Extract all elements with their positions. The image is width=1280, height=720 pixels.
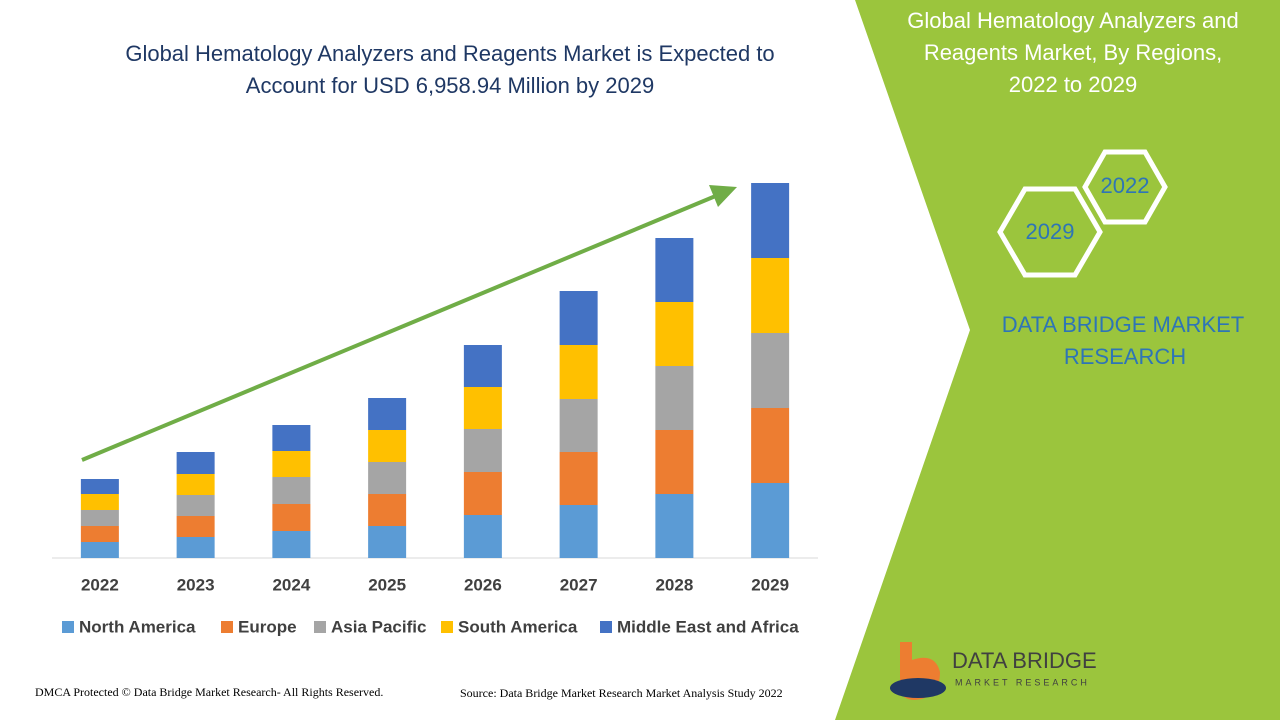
bars: 2022 2023 2024 2025 2026 2027 2028 2029 [80,183,790,594]
brand-text: RESEARCH [1064,344,1186,369]
chart-title: Global Hematology Analyzers and Reagents… [125,41,774,66]
x-tick-label: 2028 [655,575,693,594]
bar-segment [463,345,502,387]
legend-swatch [441,621,453,633]
x-tick-label: 2025 [368,575,406,594]
bar-segment [655,366,694,430]
bar-segment [80,526,119,542]
source: Source: Data Bridge Market Research Mark… [460,686,783,700]
bar-segment [80,494,119,510]
bar-segment [559,505,598,558]
bar-segment [176,495,215,516]
x-tick-label: 2027 [560,575,598,594]
bar-segment [368,430,407,462]
chart-title: Account for USD 6,958.94 Million by 2029 [246,73,654,98]
panel-title: Global Hematology Analyzers and [907,8,1238,33]
brand-text: DATA BRIDGE MARKET [1002,312,1244,337]
bar-segment [463,515,502,558]
arrow-head [709,185,737,207]
bar-segment [176,474,215,495]
panel-title: Reagents Market, By Regions, [924,40,1222,65]
copyright: DMCA Protected © Data Bridge Market Rese… [35,685,383,699]
x-tick-label: 2024 [272,575,310,594]
legend-label: Asia Pacific [331,617,426,636]
side-panel [835,0,1280,720]
bar-segment [751,183,790,258]
hexagon [997,186,1103,278]
bar-segment [80,510,119,526]
bar-segment [463,387,502,429]
bar-segment [559,291,598,345]
bar-segment [176,452,215,474]
x-tick-label: 2022 [81,575,119,594]
legend-label: Europe [238,617,297,636]
bar-segment [272,425,311,451]
logo-mark [890,678,946,698]
panel-title: 2022 to 2029 [1009,72,1137,97]
legend-label: Middle East and Africa [617,617,799,636]
bar-segment [368,494,407,526]
logo-tagline: MARKET RESEARCH [955,677,1090,687]
bar-segment [655,302,694,366]
legend-swatch [62,621,74,633]
bar-segment [272,531,311,558]
bar-segment [559,399,598,452]
bar-segment [80,479,119,494]
legend-label: North America [79,617,196,636]
bar-segment [655,238,694,302]
bar-segment [751,258,790,333]
bar-segment [176,516,215,537]
x-tick-label: 2029 [751,575,789,594]
bar-segment [176,537,215,558]
legend-swatch [314,621,326,633]
bar-segment [463,429,502,472]
trend-arrow [81,193,719,462]
bar-segment [80,542,119,558]
bar-segment [368,398,407,430]
bar-segment [272,504,311,531]
logo: DATA BRIDGE MARKET RESEARCH [890,642,1097,700]
bar-segment [751,333,790,408]
bar-segment [559,345,598,399]
hexagon-label: 2029 [1026,219,1075,244]
hexagon [1082,149,1168,225]
hexagon-label: 2022 [1101,173,1150,198]
logo-name: DATA BRIDGE [952,648,1097,673]
bar-segment [751,483,790,558]
legend-label: South America [458,617,578,636]
bar-segment [272,477,311,504]
x-tick-label: 2026 [464,575,502,594]
bar-segment [655,494,694,558]
x-tick-label: 2023 [177,575,215,594]
bar-segment [655,430,694,494]
legend-swatch [221,621,233,633]
bar-segment [751,408,790,483]
legend-swatch [600,621,612,633]
bar-segment [272,451,311,477]
bar-segment [559,452,598,505]
bar-segment [368,526,407,558]
bar-segment [463,472,502,515]
legend: North America Europe Asia Pacific South Ame… [62,617,799,636]
bar-segment [368,462,407,494]
